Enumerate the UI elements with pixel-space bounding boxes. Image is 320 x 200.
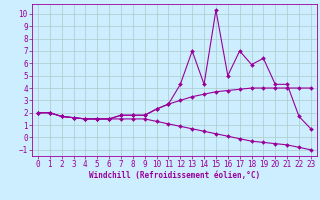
X-axis label: Windchill (Refroidissement éolien,°C): Windchill (Refroidissement éolien,°C) (89, 171, 260, 180)
